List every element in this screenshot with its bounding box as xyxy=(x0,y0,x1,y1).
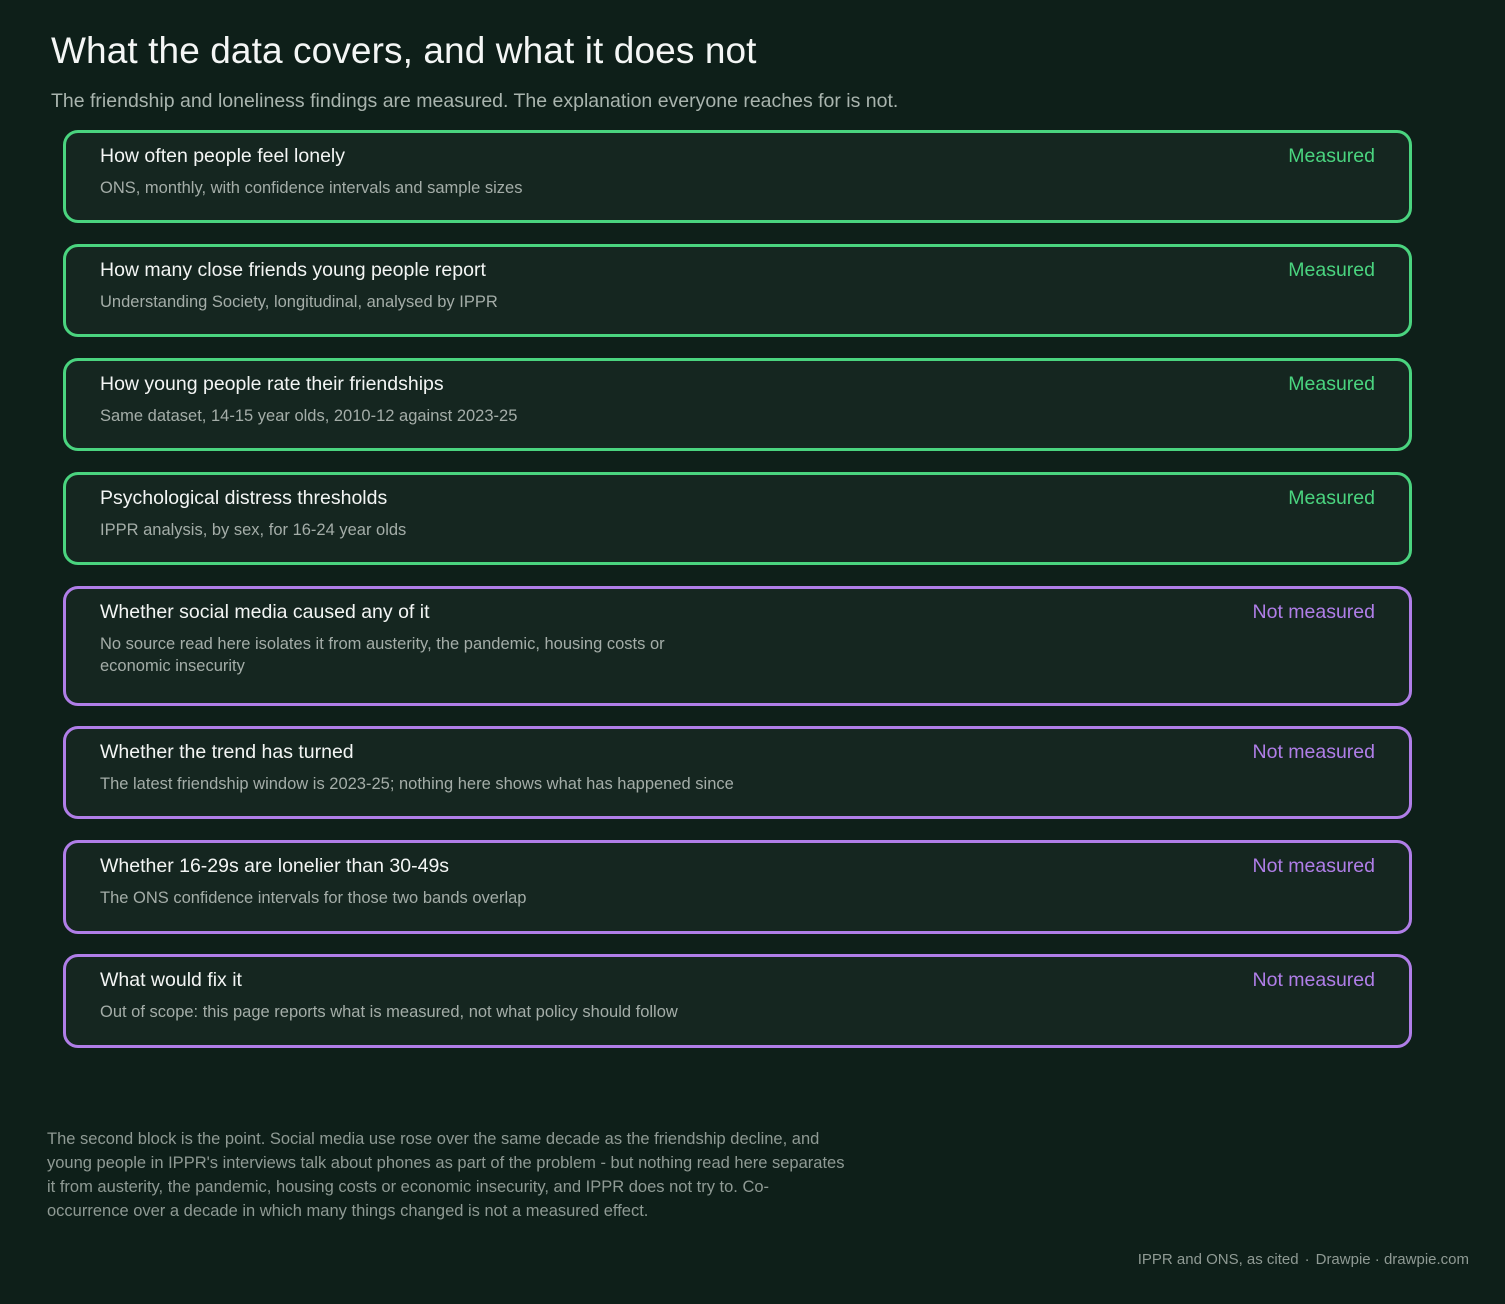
status-label: Measured xyxy=(1288,373,1375,395)
card-title: How many close friends young people repo… xyxy=(100,259,486,281)
card-description: IPPR analysis, by sex, for 16-24 year ol… xyxy=(100,521,407,539)
card-title: Whether the trend has turned xyxy=(100,741,354,763)
card-description: The latest friendship window is 2023-25;… xyxy=(100,775,734,793)
card-measured: How many close friends young people repo… xyxy=(63,244,1412,337)
card-title: How young people rate their friendships xyxy=(100,373,444,395)
card-measured: How young people rate their friendships … xyxy=(63,358,1412,451)
card-title: Psychological distress thresholds xyxy=(100,487,388,509)
card-not-measured: What would fix it Out of scope: this pag… xyxy=(63,954,1412,1048)
status-label: Not measured xyxy=(1252,969,1375,991)
card-title: Whether 16-29s are lonelier than 30-49s xyxy=(100,855,450,877)
card-not-measured: Whether 16-29s are lonelier than 30-49s … xyxy=(63,840,1412,934)
status-label: Not measured xyxy=(1252,741,1375,763)
card-not-measured: Whether social media caused any of it No… xyxy=(63,586,1412,706)
card-description: Understanding Society, longitudinal, ana… xyxy=(100,293,498,311)
status-label: Not measured xyxy=(1252,601,1375,623)
card-description: Same dataset, 14-15 year olds, 2010-12 a… xyxy=(100,407,518,425)
credit-line: IPPR and ONS, as cited · Drawpie · drawpie… xyxy=(1138,1251,1469,1268)
card-measured: Psychological distress thresholds IPPR a… xyxy=(63,472,1412,565)
card-description: ONS, monthly, with confidence intervals … xyxy=(100,179,523,197)
separator: · xyxy=(1304,1251,1310,1268)
brand-credit: Drawpie · drawpie.com xyxy=(1315,1251,1469,1268)
card-title: Whether social media caused any of it xyxy=(100,601,430,623)
status-label: Measured xyxy=(1288,259,1375,281)
page-subtitle: The friendship and loneliness findings a… xyxy=(51,90,899,112)
page-title: What the data covers, and what it does n… xyxy=(51,30,757,71)
card-description: The ONS confidence intervals for those t… xyxy=(100,889,527,907)
card-title: How often people feel lonely xyxy=(100,145,345,167)
source-credit: IPPR and ONS, as cited xyxy=(1137,1251,1299,1268)
card-description: Out of scope: this page reports what is … xyxy=(100,1003,678,1021)
card-description: No source read here isolates it from aus… xyxy=(100,635,665,675)
status-label: Measured xyxy=(1288,145,1375,167)
card-title: What would fix it xyxy=(100,969,242,991)
card-measured: How often people feel lonely ONS, monthl… xyxy=(63,130,1412,223)
card-not-measured: Whether the trend has turned The latest … xyxy=(63,726,1412,819)
footnote: The second block is the point. Social me… xyxy=(47,1130,845,1220)
status-label: Measured xyxy=(1288,487,1375,509)
status-label: Not measured xyxy=(1252,855,1375,877)
